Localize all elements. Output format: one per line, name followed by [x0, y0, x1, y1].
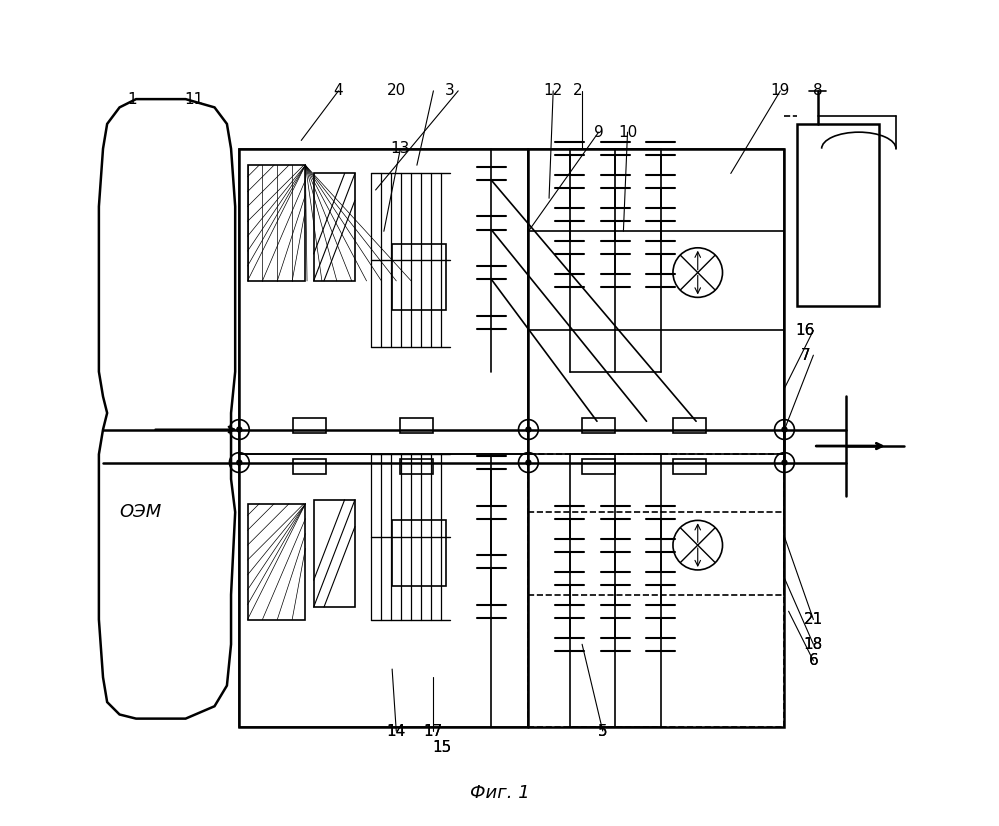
- Bar: [673, 459, 706, 474]
- Circle shape: [237, 460, 242, 465]
- Text: 6: 6: [808, 653, 818, 668]
- Text: 9: 9: [593, 125, 603, 140]
- Circle shape: [782, 460, 787, 465]
- Text: 16: 16: [795, 323, 815, 338]
- Bar: [393, 244, 446, 310]
- Bar: [240, 149, 784, 727]
- Text: 5: 5: [598, 724, 607, 738]
- Bar: [797, 124, 879, 306]
- Bar: [293, 418, 326, 433]
- Bar: [314, 500, 355, 607]
- Circle shape: [525, 427, 530, 432]
- Text: 16: 16: [795, 323, 815, 338]
- Text: 14: 14: [387, 724, 406, 738]
- Text: 7: 7: [800, 348, 810, 363]
- Text: 18: 18: [804, 637, 823, 652]
- Text: 3: 3: [446, 83, 455, 98]
- Text: 17: 17: [424, 724, 443, 738]
- Circle shape: [237, 427, 242, 432]
- Text: 4: 4: [334, 83, 344, 98]
- Text: 5: 5: [598, 724, 607, 738]
- Text: 1: 1: [127, 92, 137, 107]
- Text: 11: 11: [184, 92, 204, 107]
- Text: 18: 18: [804, 637, 823, 652]
- Text: 6: 6: [808, 653, 818, 668]
- Text: 21: 21: [804, 612, 823, 627]
- Text: 15: 15: [432, 740, 452, 755]
- Bar: [393, 520, 446, 586]
- Text: Фиг. 1: Фиг. 1: [470, 784, 529, 802]
- Bar: [248, 165, 306, 281]
- Text: 7: 7: [800, 348, 810, 363]
- Text: 2: 2: [573, 83, 582, 98]
- Text: 12: 12: [543, 83, 562, 98]
- Bar: [293, 459, 326, 474]
- Bar: [582, 459, 615, 474]
- Bar: [673, 418, 706, 433]
- Text: 19: 19: [770, 83, 790, 98]
- Circle shape: [782, 427, 787, 432]
- Text: 15: 15: [432, 740, 452, 755]
- Bar: [248, 504, 306, 620]
- Bar: [582, 418, 615, 433]
- Text: 13: 13: [391, 141, 410, 156]
- Text: 14: 14: [387, 724, 406, 738]
- Text: 17: 17: [424, 724, 443, 738]
- Text: 21: 21: [804, 612, 823, 627]
- Text: 10: 10: [618, 125, 637, 140]
- Text: 20: 20: [387, 83, 406, 98]
- Bar: [314, 173, 355, 281]
- Bar: [528, 454, 784, 727]
- Bar: [401, 418, 434, 433]
- Bar: [240, 149, 528, 454]
- Bar: [240, 454, 528, 727]
- Bar: [401, 459, 434, 474]
- Text: ОЭМ: ОЭМ: [119, 503, 161, 521]
- Circle shape: [525, 460, 530, 465]
- Bar: [528, 149, 784, 454]
- Text: 8: 8: [813, 83, 822, 98]
